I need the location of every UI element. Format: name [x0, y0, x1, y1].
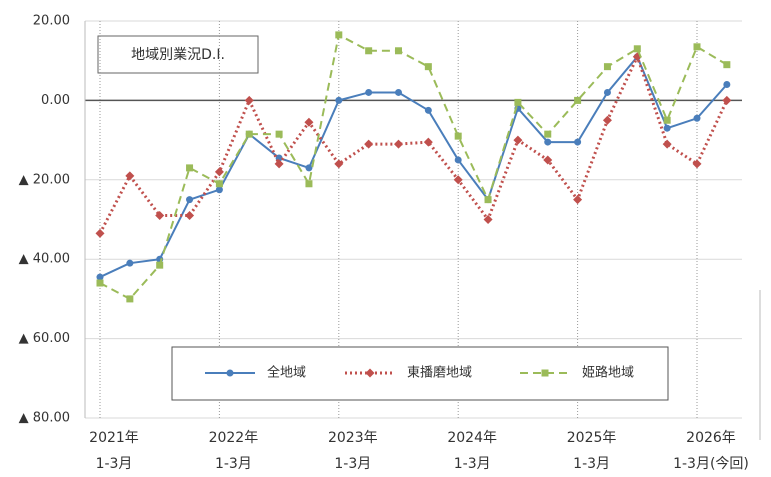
data-point: [364, 139, 374, 149]
x-tick-label: 2024年 1-3月: [447, 430, 497, 472]
data-point: [543, 155, 553, 165]
data-point: [693, 114, 701, 122]
data-point: [304, 117, 314, 127]
legend-label: 全地域: [267, 365, 306, 381]
data-point: [365, 88, 373, 96]
data-point: [514, 98, 522, 106]
data-point: [96, 273, 104, 281]
x-tick-label: 2022年 1-3月: [208, 430, 259, 472]
series-line: [99, 54, 728, 278]
x-tick-label: 2021年 1-3月: [89, 430, 139, 472]
x-tick-label: 2025年 1-3月: [566, 430, 617, 472]
data-point: [513, 135, 523, 145]
data-point: [395, 47, 402, 55]
legend-label: 姫路地域: [582, 365, 634, 381]
series-line: [99, 33, 728, 301]
grid: [85, 20, 742, 419]
data-point: [215, 186, 223, 194]
y-tick-label: ▲ 60.00: [19, 331, 70, 346]
data-point: [544, 130, 552, 138]
series: [96, 31, 731, 303]
series: [95, 52, 732, 238]
data-point: [423, 137, 433, 147]
legend-marker: [365, 368, 375, 378]
legend-marker: [541, 369, 549, 377]
data-point: [633, 45, 641, 53]
data-point: [603, 88, 611, 96]
data-point: [573, 195, 583, 205]
data-point: [574, 96, 582, 104]
data-point: [126, 259, 134, 267]
data-point: [305, 180, 313, 188]
legend-label: 東播磨地域: [407, 365, 472, 381]
y-tick-label: ▲ 80.00: [19, 411, 70, 426]
data-point: [602, 115, 612, 125]
series-line: [98, 52, 729, 235]
data-point: [156, 261, 164, 269]
legend-marker: [226, 369, 234, 377]
data-point: [274, 159, 284, 169]
y-tick-label: 0.00: [41, 93, 70, 108]
data-point: [424, 63, 432, 71]
data-point: [663, 124, 671, 132]
y-tick-label: 20.00: [33, 14, 70, 29]
data-point: [155, 211, 165, 221]
data-point: [335, 96, 343, 104]
data-point: [215, 180, 223, 188]
data-point: [334, 159, 344, 169]
data-point: [544, 138, 552, 146]
data-point: [692, 159, 702, 169]
data-point: [305, 164, 313, 172]
data-point: [693, 43, 701, 51]
title-box: [97, 35, 259, 74]
data-point: [275, 130, 283, 138]
y-tick-label: ▲ 20.00: [19, 172, 70, 187]
data-point: [454, 156, 462, 164]
y-tick-label: ▲ 40.00: [19, 252, 70, 267]
data-point: [185, 211, 195, 221]
data-point: [662, 139, 672, 149]
data-point: [454, 132, 462, 140]
data-point: [214, 167, 224, 177]
data-point: [186, 164, 194, 172]
data-point: [95, 228, 105, 238]
data-point: [483, 215, 493, 224]
data-point: [96, 279, 104, 287]
data-point: [663, 116, 671, 124]
chart-title: 地域別業況D.I.: [131, 47, 225, 63]
data-point: [723, 81, 731, 89]
data-point: [453, 175, 463, 185]
data-point: [394, 139, 403, 149]
data-point: [424, 106, 432, 114]
data-point: [365, 47, 373, 55]
data-point: [484, 196, 492, 204]
x-tick-label: 2026年 1-3月(今回): [673, 430, 749, 472]
data-point: [395, 88, 402, 96]
data-point: [722, 95, 732, 105]
data-point: [245, 130, 253, 138]
data-point: [574, 138, 582, 146]
data-point: [723, 61, 731, 69]
data-point: [125, 171, 135, 181]
data-point: [186, 196, 194, 204]
data-point: [244, 95, 254, 105]
x-tick-label: 2023年 1-3月: [327, 430, 378, 472]
data-point: [335, 31, 343, 39]
data-point: [603, 63, 611, 71]
data-point: [126, 295, 134, 303]
